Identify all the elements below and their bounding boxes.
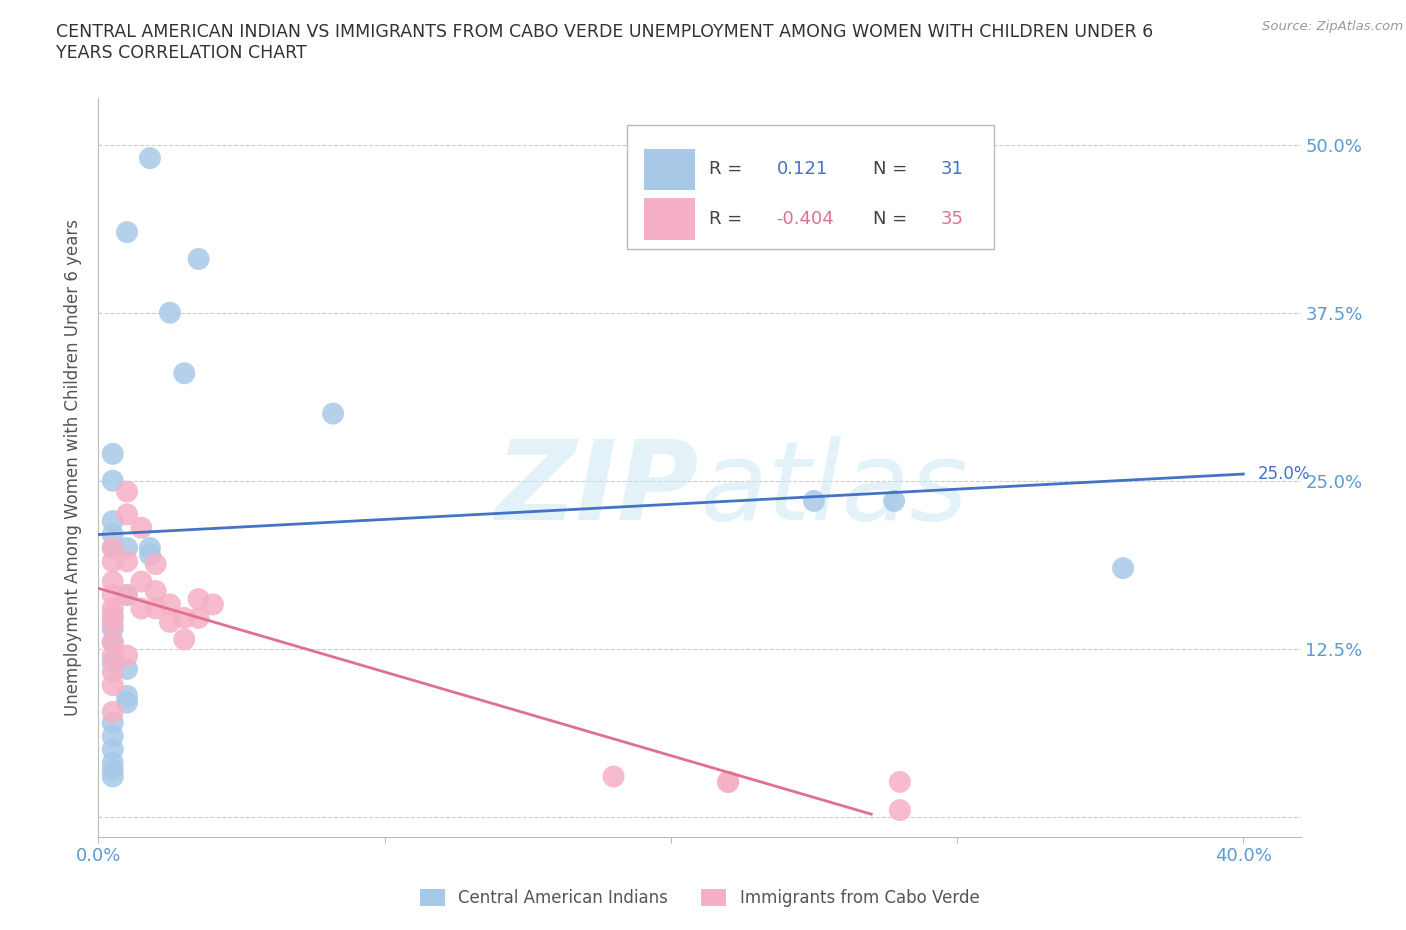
Point [101, 634, 124, 649]
FancyBboxPatch shape [627, 125, 994, 249]
Bar [644, 198, 695, 240]
Point [101, 513, 124, 528]
Text: R =: R = [709, 160, 742, 179]
Point [889, 803, 911, 817]
Point [101, 554, 124, 569]
Text: CENTRAL AMERICAN INDIAN VS IMMIGRANTS FROM CABO VERDE UNEMPLOYMENT AMONG WOMEN W: CENTRAL AMERICAN INDIAN VS IMMIGRANTS FR… [56, 23, 1153, 41]
Point [115, 648, 138, 663]
Point [101, 601, 124, 616]
Text: ZIP: ZIP [496, 436, 700, 543]
Point [145, 557, 167, 572]
Point [115, 695, 138, 710]
Point [717, 775, 740, 790]
Point [115, 688, 138, 703]
Point [101, 540, 124, 555]
Point [101, 705, 124, 720]
Point [187, 610, 209, 625]
Point [139, 540, 162, 555]
Point [131, 601, 153, 616]
Point [101, 610, 124, 625]
Text: 31: 31 [941, 160, 965, 179]
Text: YEARS CORRELATION CHART: YEARS CORRELATION CHART [56, 44, 307, 61]
Point [101, 527, 124, 542]
Point [115, 225, 138, 240]
Point [1112, 561, 1135, 576]
Point [101, 664, 124, 679]
Point [602, 769, 624, 784]
Point [101, 473, 124, 488]
Point [173, 610, 195, 625]
Point [115, 554, 138, 569]
Text: atlas: atlas [700, 436, 969, 543]
Point [101, 729, 124, 744]
Point [131, 521, 153, 536]
Point [145, 601, 167, 616]
Text: -0.404: -0.404 [776, 210, 834, 228]
Point [101, 618, 124, 632]
Point [115, 485, 138, 499]
Point [115, 540, 138, 555]
Point [101, 678, 124, 693]
Point [131, 574, 153, 589]
Point [889, 775, 911, 790]
Point [101, 634, 124, 649]
Y-axis label: Unemployment Among Women with Children Under 6 years: Unemployment Among Women with Children U… [65, 219, 83, 716]
Point [187, 251, 209, 266]
Legend: Central American Indians, Immigrants from Cabo Verde: Central American Indians, Immigrants fro… [413, 883, 986, 913]
Point [101, 540, 124, 555]
Point [101, 769, 124, 784]
Text: Source: ZipAtlas.com: Source: ZipAtlas.com [1263, 20, 1403, 33]
Point [159, 597, 181, 612]
Point [173, 365, 195, 380]
Point [173, 632, 195, 647]
Point [115, 588, 138, 603]
Text: N =: N = [873, 160, 907, 179]
Point [101, 588, 124, 603]
Point [159, 615, 181, 630]
Point [803, 494, 825, 509]
Point [187, 591, 209, 606]
Bar [644, 149, 695, 190]
Point [101, 715, 124, 730]
Point [145, 583, 167, 598]
Point [139, 547, 162, 562]
Point [101, 655, 124, 670]
Point [101, 648, 124, 663]
Point [201, 597, 224, 612]
Point [115, 661, 138, 676]
Point [101, 574, 124, 589]
Point [115, 588, 138, 603]
Text: 25.0%: 25.0% [1257, 465, 1310, 483]
Point [101, 608, 124, 623]
Text: 0.121: 0.121 [776, 160, 828, 179]
Point [139, 151, 162, 166]
Point [883, 494, 905, 509]
Text: N =: N = [873, 210, 907, 228]
Text: R =: R = [709, 210, 742, 228]
Point [159, 305, 181, 320]
Point [717, 775, 740, 790]
Point [101, 621, 124, 636]
Text: 35: 35 [941, 210, 965, 228]
Point [115, 507, 138, 522]
Point [101, 446, 124, 461]
Point [101, 742, 124, 757]
Point [101, 763, 124, 777]
Point [322, 406, 344, 421]
Point [101, 755, 124, 770]
